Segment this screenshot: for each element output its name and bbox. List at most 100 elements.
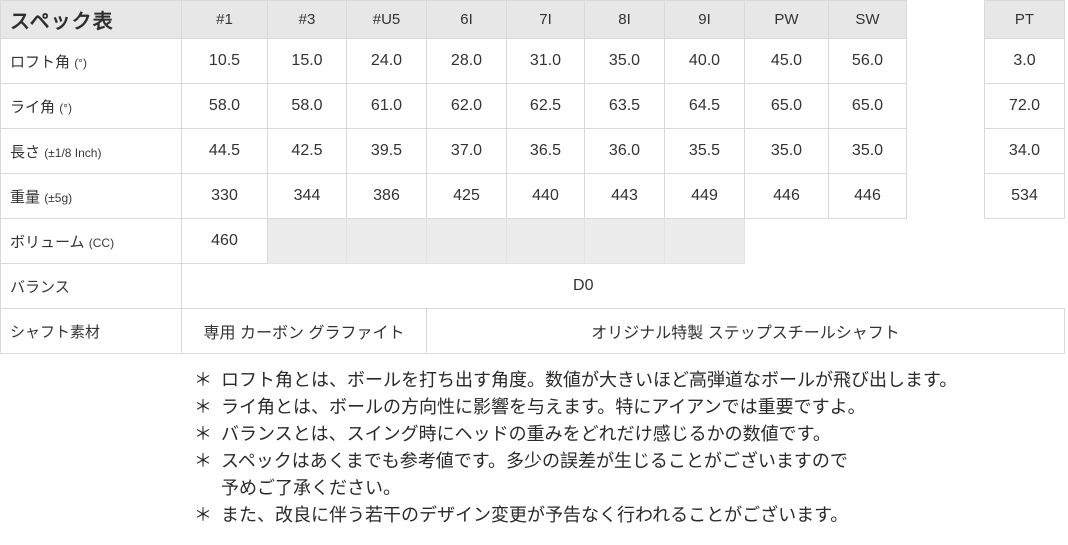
col-header-cell: 6I [426,0,507,39]
col-header-cell: PW [744,0,829,39]
row-label: 重量 (±5g) [0,173,182,219]
row-label: バランス [0,263,182,309]
value-cell: 344 [267,173,347,219]
row-label: シャフト素材 [0,308,182,354]
blank-area [985,219,1065,264]
value-cell: 65.0 [744,83,829,129]
value-cell: 386 [346,173,427,219]
value-cell: 62.0 [426,83,507,129]
footnote-line: ＊また、改良に伴う若干のデザイン変更が予告なく行われることがございます。 [194,502,1068,529]
empty-cell [506,218,585,264]
volume-value-cell: 460 [181,218,268,264]
row-label: 長さ (±1/8 Inch) [0,128,182,174]
row-label: ライ角 (°) [0,83,182,129]
balance-row: バランス D0 [0,263,1065,309]
spacer-cell [907,219,985,264]
row-label-unit: (°) [74,55,87,70]
row-label-unit: (°) [59,100,72,115]
shaft-carbon-cell: 専用 カーボン グラファイト [181,308,427,354]
header-row: スペック表 #1 #3 #U5 6I 7I 8I 9I PW SW PT [0,0,1065,39]
weight-row: 重量 (±5g) 330 344 386 425 440 443 449 446… [0,173,1065,219]
value-cell: 37.0 [426,128,507,174]
spec-table-title: スペック表 [0,0,182,39]
value-cell: 64.5 [664,83,745,129]
col-header-cell: 9I [664,0,745,39]
footnotes: ＊ロフト角とは、ボールを打ち出す角度。数値が大きいほど高弾道なボールが飛び出しま… [0,367,1068,529]
asterisk-mark [194,475,221,502]
empty-cell [267,218,347,264]
blank-area [745,219,829,264]
value-cell: 35.5 [664,128,745,174]
shaft-row: シャフト素材 専用 カーボン グラファイト オリジナル特製 ステップスチールシャ… [0,308,1065,354]
spacer-cell [907,174,985,219]
value-cell: 58.0 [267,83,347,129]
empty-cell [346,218,427,264]
value-cell: 31.0 [506,38,585,84]
value-cell: 63.5 [584,83,665,129]
value-cell: 65.0 [828,83,907,129]
value-cell: 40.0 [664,38,745,84]
value-cell: 39.5 [346,128,427,174]
value-cell: 45.0 [744,38,829,84]
value-cell: 35.0 [828,128,907,174]
value-cell: 44.5 [181,128,268,174]
value-cell: 10.5 [181,38,268,84]
footnote-line: ＊バランスとは、スイング時にヘッドの重みをどれだけ感じるかの数値です。 [194,421,1068,448]
value-cell: 443 [584,173,665,219]
row-label-unit: (±5g) [44,190,73,205]
footnote-line: ＊スペックはあくまでも参考値です。多少の誤差が生じることがございますので [194,448,1068,475]
value-cell: 42.5 [267,128,347,174]
value-cell: 62.5 [506,83,585,129]
blank-area [829,219,907,264]
value-cell-pt: 534 [984,173,1065,219]
footnote-line: ＊ロフト角とは、ボールを打ち出す角度。数値が大きいほど高弾道なボールが飛び出しま… [194,367,1068,394]
volume-row: ボリューム (CC) 460 [0,218,1065,264]
value-cell-pt: 3.0 [984,38,1065,84]
col-header-cell: SW [828,0,907,39]
spacer-cell [907,39,985,84]
value-cell: 35.0 [584,38,665,84]
value-cell: 15.0 [267,38,347,84]
loft-row: ロフト角 (°) 10.5 15.0 24.0 28.0 31.0 35.0 4… [0,38,1065,84]
row-label-unit: (CC) [88,235,115,250]
empty-cell [426,218,507,264]
row-label: ボリューム (CC) [0,218,182,264]
spec-table-header: スペック表 #1 #3 #U5 6I 7I 8I 9I PW SW PT [0,0,1065,39]
asterisk-mark: ＊ [194,370,212,390]
asterisk-mark: ＊ [194,451,212,471]
row-label-unit: (±1/8 Inch) [44,145,102,160]
value-cell-pt: 72.0 [984,83,1065,129]
value-cell: 24.0 [346,38,427,84]
lie-row: ライ角 (°) 58.0 58.0 61.0 62.0 62.5 63.5 64… [0,83,1065,129]
shaft-steel-cell: オリジナル特製 ステップスチールシャフト [426,308,1065,354]
col-header-cell: 7I [506,0,585,39]
value-cell: 446 [828,173,907,219]
asterisk-mark: ＊ [194,397,212,417]
value-cell: 449 [664,173,745,219]
spec-table-body: ロフト角 (°) 10.5 15.0 24.0 28.0 31.0 35.0 4… [0,38,1065,354]
value-cell: 330 [181,173,268,219]
footnote-line: 予めご了承ください。 [194,475,1068,502]
empty-cell [584,218,665,264]
value-cell-pt: 34.0 [984,128,1065,174]
value-cell: 28.0 [426,38,507,84]
value-cell: 35.0 [744,128,829,174]
row-label: ロフト角 (°) [0,38,182,84]
spacer-cell [907,1,985,39]
spec-table: スペック表 #1 #3 #U5 6I 7I 8I 9I PW SW PT ロフト… [0,0,1065,354]
value-cell: 425 [426,173,507,219]
col-header-cell: #U5 [346,0,427,39]
balance-value-cell: D0 [181,263,985,309]
value-cell: 36.0 [584,128,665,174]
spacer-cell [907,129,985,174]
col-header-cell: #1 [181,0,268,39]
empty-cell [664,218,745,264]
asterisk-mark: ＊ [194,505,212,525]
value-cell: 56.0 [828,38,907,84]
value-cell: 58.0 [181,83,268,129]
value-cell: 446 [744,173,829,219]
spacer-cell [907,84,985,129]
blank-area [985,264,1065,309]
col-header-cell: #3 [267,0,347,39]
